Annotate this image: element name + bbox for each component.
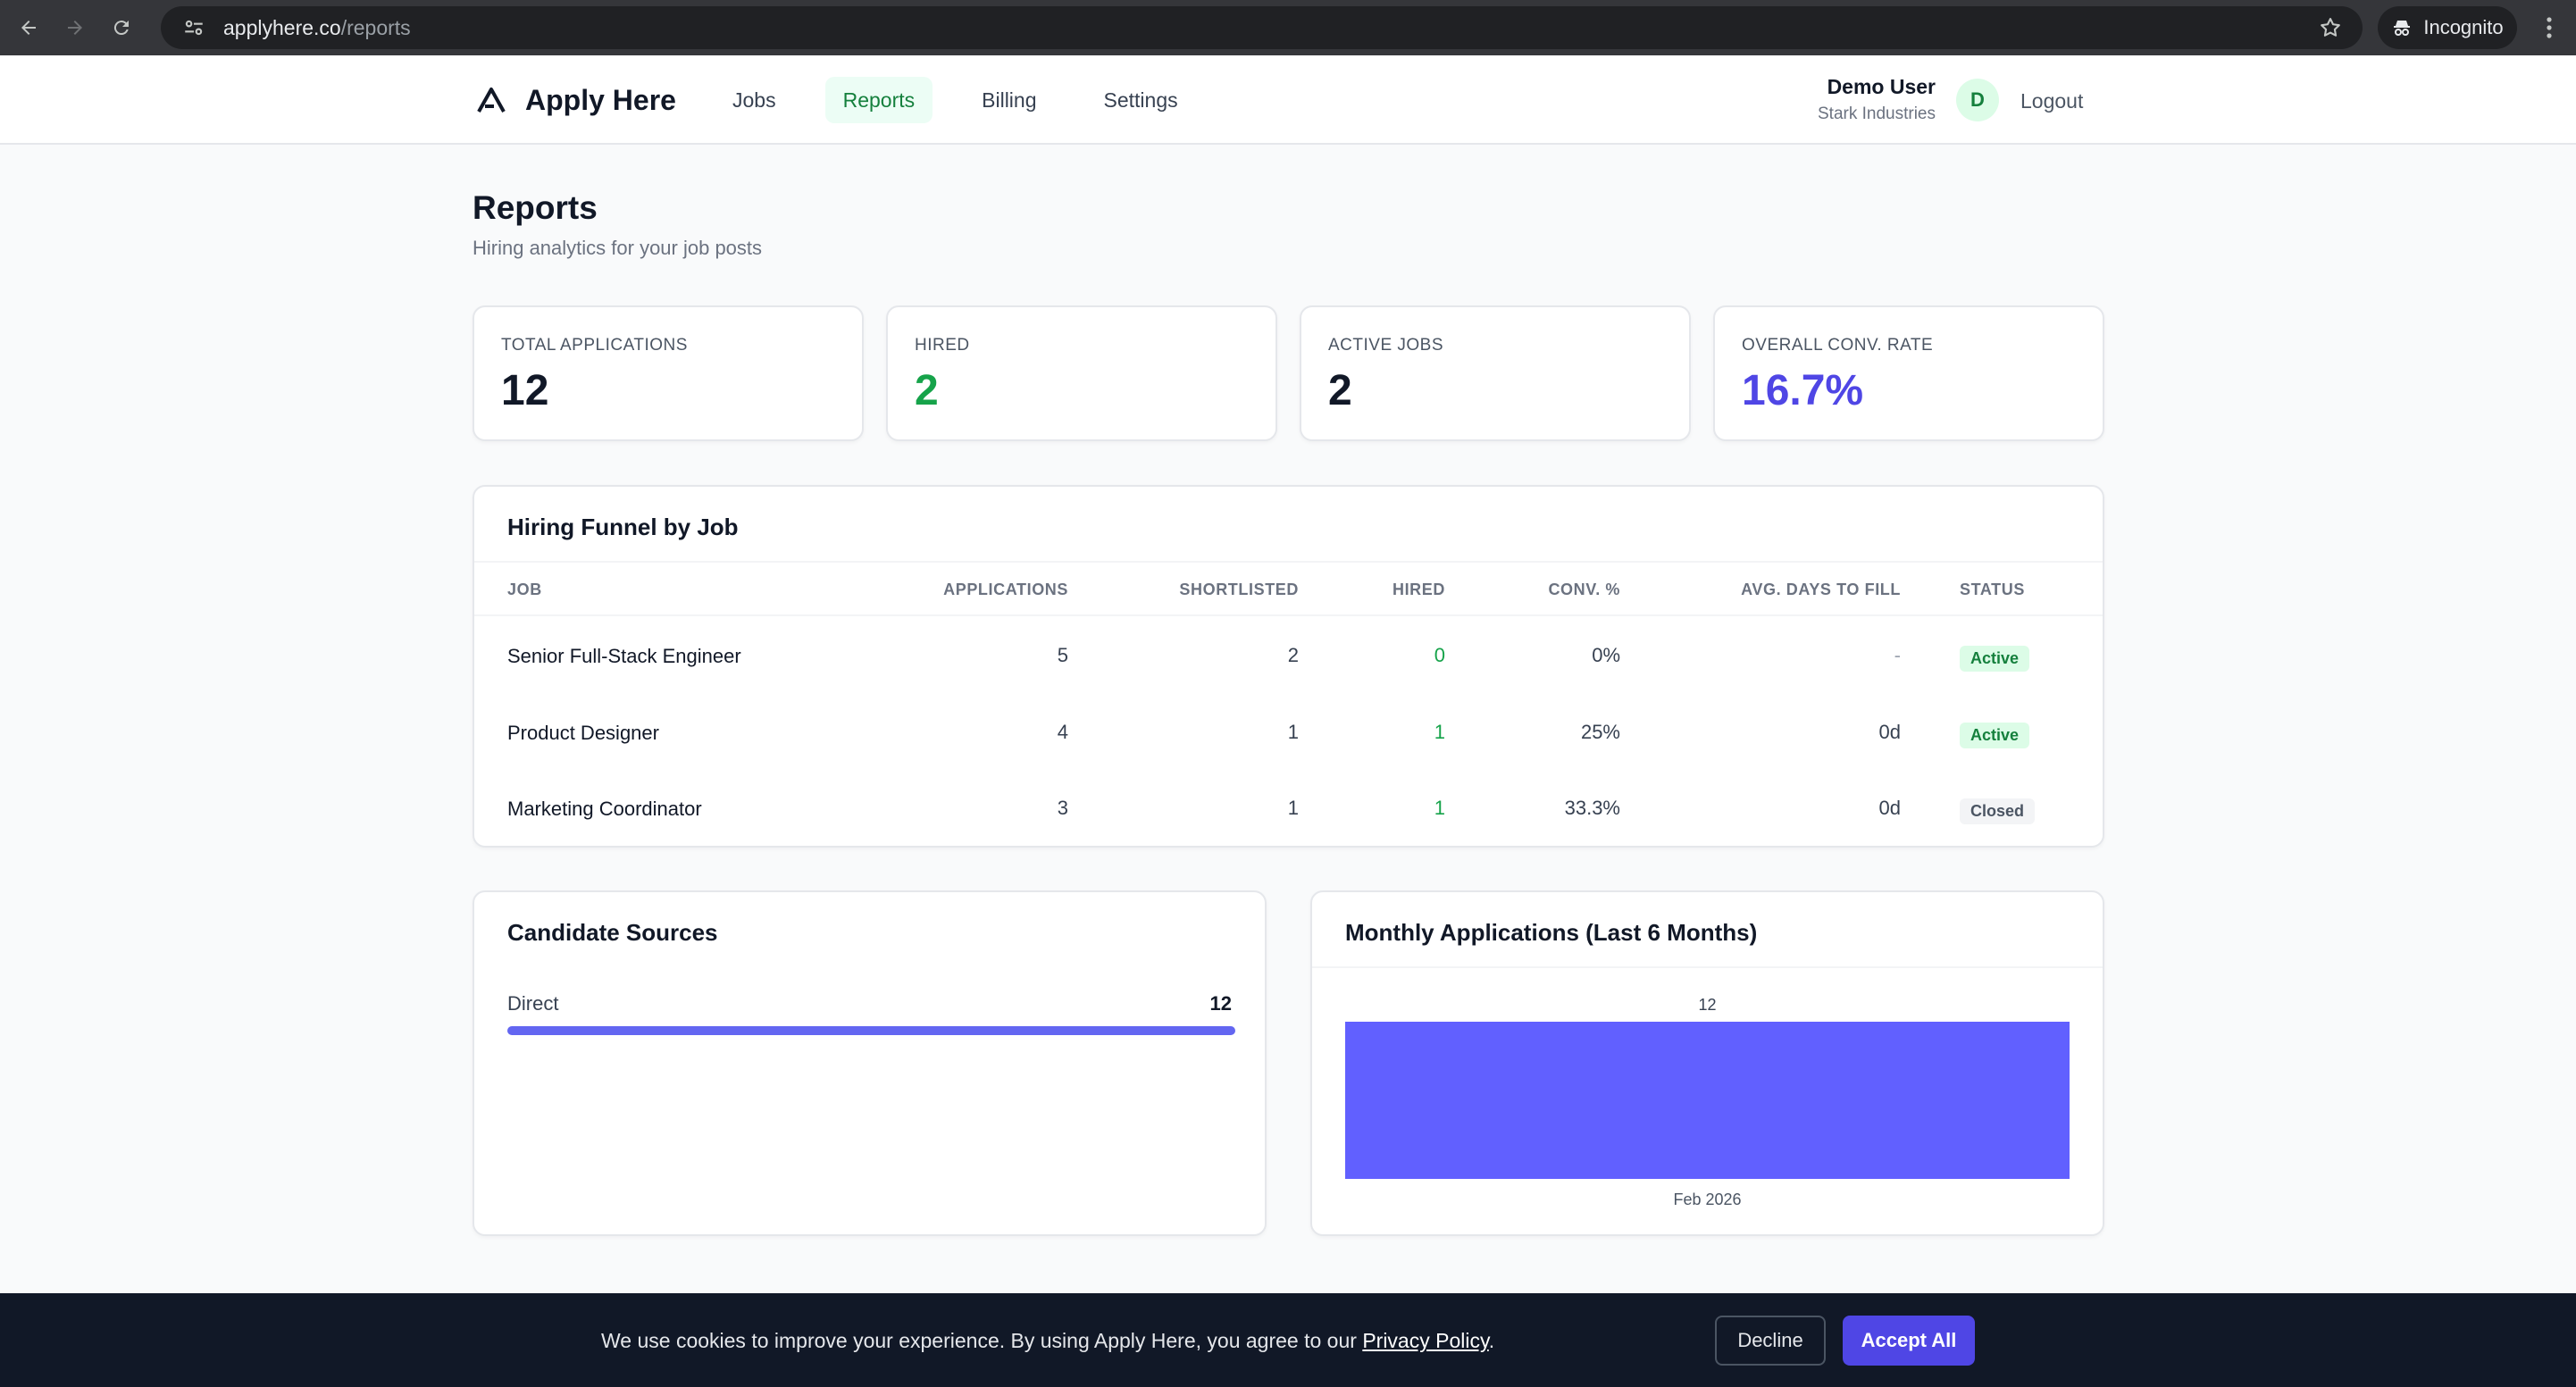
cell-hired: 0 (1434, 644, 1445, 666)
reload-icon[interactable] (104, 10, 139, 46)
status-badge: Active (1960, 646, 2030, 672)
nav-reports[interactable]: Reports (824, 77, 933, 123)
accept-all-button[interactable]: Accept All (1843, 1316, 1975, 1366)
cell-shortlisted: 1 (1287, 797, 1299, 819)
address-bar[interactable]: applyhere.co/reports (161, 6, 2363, 49)
apply-here-logo-icon (477, 88, 506, 113)
cell-shortlisted: 1 (1287, 721, 1299, 743)
page-title: Reports (473, 189, 598, 226)
hiring-funnel-title: Hiring Funnel by Job (507, 514, 739, 540)
app-header: Apply Here Jobs Reports Billing Settings… (0, 55, 2576, 145)
cell-job: Senior Full-Stack Engineer (507, 645, 741, 667)
forward-icon[interactable] (57, 10, 93, 46)
cell-conv: 25% (1580, 721, 1620, 743)
site-settings-icon[interactable] (182, 16, 205, 39)
cell-conv: 33.3% (1564, 797, 1620, 819)
cell-job: Product Designer (507, 722, 659, 744)
back-icon[interactable] (11, 10, 46, 46)
incognito-icon (2394, 21, 2411, 36)
source-label: Direct (507, 992, 559, 1015)
bookmark-star-icon[interactable] (2318, 15, 2343, 40)
table-header: JOB APPLICATIONS SHORTLISTED HIRED CONV.… (474, 561, 2103, 616)
monthly-applications-card: Monthly Applications (Last 6 Months) 12 F… (1310, 890, 2104, 1236)
stat-card-total-applications: TOTAL APPLICATIONS 12 (473, 305, 864, 441)
privacy-policy-link[interactable]: Privacy Policy (1362, 1329, 1489, 1352)
cell-avg-days: - (1894, 644, 1901, 666)
col-avg-days: AVG. DAYS TO FILL (1741, 581, 1901, 598)
candidate-sources-title: Candidate Sources (507, 919, 718, 946)
cell-job: Marketing Coordinator (507, 798, 702, 820)
avatar[interactable]: D (1956, 79, 1999, 121)
cell-applications: 4 (1057, 721, 1068, 743)
cell-avg-days: 0d (1878, 721, 1901, 743)
stat-label: ACTIVE JOBS (1328, 336, 1444, 355)
hiring-funnel-card: Hiring Funnel by Job JOB APPLICATIONS SH… (473, 485, 2104, 848)
brand-name: Apply Here (525, 83, 676, 116)
stat-card-conversion-rate: OVERALL CONV. RATE 16.7% (1713, 305, 2104, 441)
stat-value: 16.7% (1742, 367, 1864, 414)
nav-settings[interactable]: Settings (1103, 88, 1178, 112)
table-row[interactable]: Product Designer 4 1 1 25% 0d Active (474, 695, 2103, 772)
table-row[interactable]: Marketing Coordinator 3 1 1 33.3% 0d Clo… (474, 771, 2103, 848)
monthly-applications-chart: 12 Feb 2026 (1345, 996, 2070, 1208)
cookie-message: We use cookies to improve your experienc… (601, 1329, 1495, 1352)
user-name: Demo User (1827, 75, 1936, 98)
stat-value: 12 (501, 367, 549, 414)
col-conv: CONV. % (1548, 581, 1620, 598)
nav-billing[interactable]: Billing (982, 88, 1037, 112)
cell-avg-days: 0d (1878, 797, 1901, 819)
incognito-indicator[interactable]: Incognito (2378, 6, 2517, 49)
status-badge: Active (1960, 723, 2030, 748)
status-badge: Closed (1960, 798, 2036, 824)
chart-data-label: 12 (1698, 996, 1716, 1014)
cell-applications: 3 (1057, 797, 1068, 819)
stat-value: 2 (915, 367, 939, 414)
main-nav: Jobs Reports Billing Settings (715, 77, 1227, 123)
user-org: Stark Industries (1818, 104, 1936, 123)
col-job: JOB (507, 581, 542, 598)
cell-hired: 1 (1434, 721, 1445, 743)
table-row[interactable]: Senior Full-Stack Engineer 5 2 0 0% - Ac… (474, 618, 2103, 695)
url-text: applyhere.co/reports (223, 15, 411, 39)
stat-label: TOTAL APPLICATIONS (501, 336, 688, 355)
cookie-banner: We use cookies to improve your experienc… (0, 1293, 2576, 1387)
stat-label: OVERALL CONV. RATE (1742, 336, 1934, 355)
col-hired: HIRED (1392, 581, 1445, 598)
chart-bar (1345, 1022, 2070, 1179)
nav-jobs[interactable]: Jobs (732, 88, 776, 112)
stat-label: HIRED (915, 336, 970, 355)
stat-value: 2 (1328, 367, 1352, 414)
user-info: Demo User Stark Industries (1777, 75, 1936, 124)
card-divider (1312, 966, 2103, 968)
monthly-applications-title: Monthly Applications (Last 6 Months) (1345, 919, 1758, 946)
cell-hired: 1 (1434, 797, 1445, 819)
source-value: 12 (1209, 992, 1232, 1015)
cell-shortlisted: 2 (1287, 644, 1299, 666)
stat-card-active-jobs: ACTIVE JOBS 2 (1300, 305, 1691, 441)
browser-menu-icon[interactable] (2537, 13, 2562, 43)
brand-logo[interactable]: Apply Here (473, 82, 676, 118)
col-shortlisted: SHORTLISTED (1179, 581, 1299, 598)
page-subtitle: Hiring analytics for your job posts (473, 237, 763, 259)
logout-link[interactable]: Logout (2020, 89, 2084, 113)
candidate-sources-card: Candidate Sources Direct 12 (473, 890, 1267, 1236)
source-bar-track (507, 1026, 1235, 1035)
decline-button[interactable]: Decline (1715, 1316, 1826, 1366)
col-status: STATUS (1960, 581, 2025, 598)
cell-applications: 5 (1057, 644, 1068, 666)
cell-conv: 0% (1592, 644, 1620, 666)
col-applications: APPLICATIONS (943, 581, 1068, 598)
source-bar-fill (507, 1026, 1235, 1035)
stat-card-hired: HIRED 2 (886, 305, 1277, 441)
chart-x-tick-label: Feb 2026 (1673, 1191, 1741, 1208)
